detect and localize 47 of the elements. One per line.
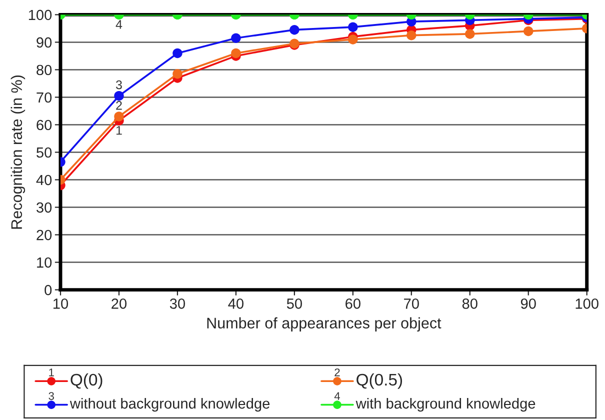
x-tick-label: 50 <box>286 298 302 309</box>
text: 3 <box>48 392 54 400</box>
x-tick-label: 70 <box>404 298 419 309</box>
y-tick-label: 50 <box>36 147 52 158</box>
x-tick-label: 60 <box>346 298 360 309</box>
point <box>114 90 124 101</box>
point <box>524 26 534 36</box>
point <box>348 34 358 44</box>
text: 2 <box>334 368 340 376</box>
x-axis-title: Number of appearances per object <box>207 317 442 332</box>
y-tick-label: 100 <box>28 10 52 20</box>
point <box>231 48 241 58</box>
x-tick-label: 30 <box>170 298 186 309</box>
point <box>172 48 182 58</box>
legend-label: Q(0.5) <box>356 373 402 389</box>
x-tick-label: 20 <box>112 298 127 309</box>
y-tick-label: 80 <box>36 64 52 76</box>
y-tick-label: 30 <box>36 202 52 213</box>
y-tick-label: 20 <box>36 230 52 240</box>
x-tick-label: 40 <box>228 298 244 309</box>
x-tick-label: 100 <box>576 298 598 309</box>
y-tick-label: 10 <box>37 257 52 268</box>
x-tick-label: 80 <box>462 298 478 309</box>
point <box>290 24 300 35</box>
point <box>172 68 182 79</box>
annotation: 1 <box>116 126 122 135</box>
y-tick-label: 40 <box>36 174 52 186</box>
legend-label: with background knowledge <box>356 398 536 412</box>
annotation: 3 <box>116 80 122 90</box>
y-tick-label: 70 <box>36 92 52 103</box>
y-tick-label: 60 <box>36 120 52 130</box>
annotation: 2 <box>116 101 122 110</box>
legend-label: Q(0) <box>70 373 102 389</box>
point <box>406 30 416 40</box>
text: 1 <box>49 368 54 376</box>
legend-label: without background knowledge <box>70 398 270 412</box>
y-tick-label: 90 <box>36 37 52 48</box>
point <box>348 22 358 32</box>
x-tick-label: 90 <box>520 298 536 309</box>
point <box>465 29 475 39</box>
x-tick-label: 10 <box>54 298 68 309</box>
annotation: 4 <box>116 20 122 29</box>
point <box>114 112 124 122</box>
y-tick-label: 0 <box>44 284 52 296</box>
y-axis-title: Recognition rate (in %) <box>10 75 26 229</box>
text: 4 <box>334 392 340 400</box>
point <box>231 33 241 43</box>
